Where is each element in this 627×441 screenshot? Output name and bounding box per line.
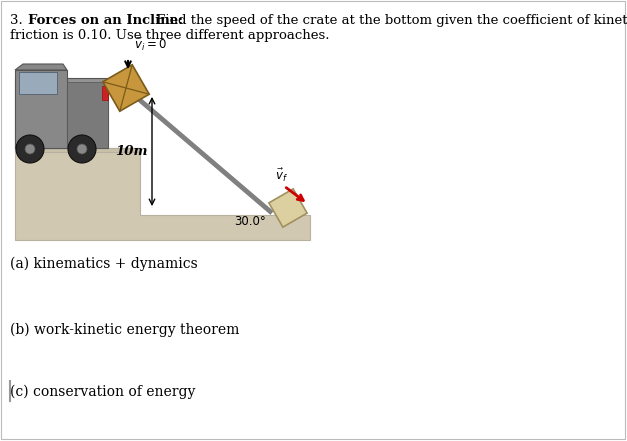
Text: $\vec{v}_i = 0$: $\vec{v}_i = 0$ [134,36,167,53]
Polygon shape [15,148,310,240]
Circle shape [25,144,35,154]
Text: Forces on an Incline:: Forces on an Incline: [28,14,183,27]
Text: 30.0°: 30.0° [234,215,266,228]
Bar [102,86,108,100]
Text: 10m: 10m [115,145,148,158]
Polygon shape [15,148,140,152]
Bar [15,70,67,148]
Circle shape [77,144,87,154]
Text: (c) conservation of energy: (c) conservation of energy [10,385,196,400]
Circle shape [68,135,96,163]
Bar [19,72,57,94]
Bar [15,78,108,148]
Text: friction is 0.10. Use three different approaches.: friction is 0.10. Use three different ap… [10,29,330,42]
Text: Find the speed of the crate at the bottom given the coefficient of kinetic: Find the speed of the crate at the botto… [152,14,627,27]
Text: 3.: 3. [10,14,27,27]
Circle shape [16,135,44,163]
Polygon shape [15,64,67,70]
Text: $\vec{v}_f$: $\vec{v}_f$ [275,167,288,184]
Text: (b) work-kinetic energy theorem: (b) work-kinetic energy theorem [10,323,240,337]
Polygon shape [103,65,149,111]
Text: (a) kinematics + dynamics: (a) kinematics + dynamics [10,257,198,271]
Bar [67,82,108,148]
Polygon shape [269,189,307,227]
